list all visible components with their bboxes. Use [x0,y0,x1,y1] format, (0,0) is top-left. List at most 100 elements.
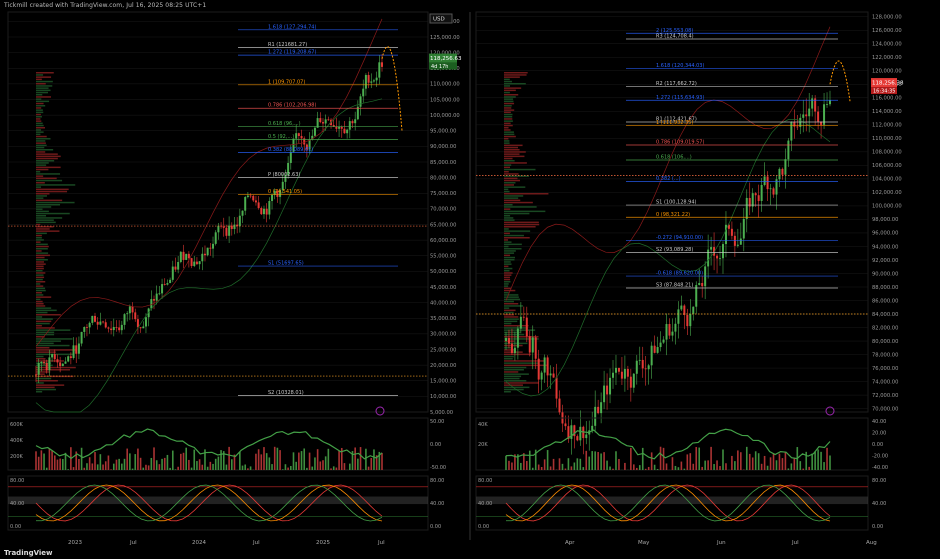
candle-body [537,358,540,380]
candle-body [531,337,534,353]
candle-body [190,258,193,266]
volume-profile-bar [504,142,510,144]
stoch-tick-left: 0.00 [478,524,489,530]
candle-body [525,317,528,337]
candle-body [811,98,814,109]
volume-bar [520,462,522,470]
volume-profile-bar [36,157,58,160]
candle-body [781,168,784,175]
volume-bar [713,464,715,470]
candle-body [260,207,263,215]
y-tick-label: 35,000.00 [430,316,456,322]
band-line [505,26,831,301]
x-axis-label: May [638,540,650,546]
volume-bar [276,447,279,470]
candle-body [754,193,757,196]
volume-profile-bar [504,173,519,175]
candle-body [244,197,247,211]
stoch-tick-right: 0.00 [430,524,441,530]
volume-profile-bar [36,245,49,248]
volume-profile-bar [504,261,511,263]
volume-profile-bar [36,171,41,173]
volume-profile-bar [36,74,44,76]
y-tick-label: 112,000.00 [872,123,902,129]
volume-bar [324,456,327,470]
projection-arrow [381,46,403,131]
candle-body [83,326,86,332]
last-price-label: 118,256.38 [872,80,904,86]
volume-profile-bar [36,223,41,226]
volume-profile-bar [36,78,42,81]
volume-profile-bar [36,362,52,364]
volume-profile-bar [504,87,522,89]
volume-profile-bar [504,153,520,155]
volume-profile-bar [504,254,511,257]
volume-bar [340,447,343,470]
volume-profile-bar [36,142,46,144]
y-tick-label: 25,000.00 [430,347,456,353]
y-tick-label: 20,000.00 [430,363,456,369]
candle-body [823,104,826,125]
fib-level-label: 1.618 (120,344.03) [656,63,704,69]
volume-bar [166,454,169,470]
momentum-tick: -40.00 [872,465,888,471]
volume-profile-bar [504,342,528,345]
volume-profile-bar [504,316,519,318]
candle-body [772,188,775,195]
volume-profile-bar [504,199,521,202]
candle-body [620,371,623,379]
volume-profile-bar [36,210,49,213]
volume-profile-bar [36,316,43,318]
candle-body [273,190,276,195]
volume-bar [214,458,217,470]
y-tick-label: 104,000.00 [872,177,902,183]
x-axis-label: 2023 [68,540,82,546]
y-tick-label: 85,000.00 [430,160,456,166]
candle-body [638,359,641,361]
volume-bar [549,466,552,470]
candle-body [603,385,606,403]
volume-bar [695,446,698,470]
candle-body [617,367,620,372]
volume-bar [147,465,150,470]
volume-profile-bar [504,127,509,129]
volume-bar [662,447,665,470]
volume-bar [249,466,252,470]
volume-profile-bar [36,184,76,186]
volume-bar [564,468,567,470]
volume-profile-bar [504,256,515,259]
candle-body [359,96,362,107]
volume-profile-bar [36,303,44,305]
volume-bar [268,457,271,470]
volume-profile-bar [36,72,54,74]
candle-body [346,129,349,134]
volume-profile-bar [36,166,61,169]
y-tick-label: 126,000.00 [872,28,902,34]
volume-bar [716,460,718,470]
volume-bar [94,452,96,470]
volume-profile-bar [504,351,523,353]
candle-body [212,243,215,249]
candle-body [742,218,745,239]
volume-bar [206,466,209,470]
volume-tick: 400K [10,438,24,444]
volume-profile-bar [504,219,515,221]
y-tick-label: 116,000.00 [872,96,902,102]
volume-bar [641,447,644,470]
band-line [35,18,383,347]
volume-profile-bar [504,287,512,290]
volume-profile-bar [504,91,510,94]
volume-bar [505,455,507,470]
volume-bar [378,451,381,470]
volume-profile-bar [504,89,516,92]
candle-body [206,247,209,256]
candle-body [552,373,555,378]
volume-bar [145,464,147,470]
candle-body [814,98,817,112]
y-tick-label: 30,000.00 [430,332,456,338]
volume-bar [540,466,543,470]
volume-bar [573,462,576,470]
candle-body [519,316,522,329]
band-line [505,119,831,397]
volume-bar [281,469,284,470]
